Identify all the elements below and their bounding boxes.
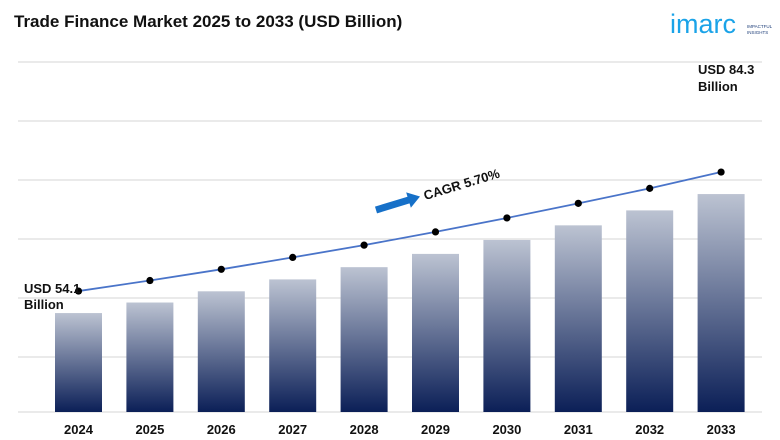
- x-axis-labels: 2024 2025 2026 2027 2028 2029 2030 2031 2032 2033: [64, 422, 736, 437]
- x-tick-label-2028: 2028: [350, 422, 379, 437]
- imarc-logo: imarc IMPACTFUL INSIGHTS: [670, 9, 773, 39]
- cagr-arrow-icon: [374, 192, 420, 214]
- logo-tagline-1: IMPACTFUL: [747, 24, 773, 29]
- logo-wordmark: imarc: [670, 9, 736, 39]
- bar-2024: [55, 313, 102, 412]
- x-tick-label-2032: 2032: [635, 422, 664, 437]
- x-tick-label-2030: 2030: [492, 422, 521, 437]
- trend-point-2029: [431, 228, 440, 236]
- x-tick-label-2033: 2033: [707, 422, 736, 437]
- trend-point-2030: [503, 214, 511, 222]
- trend-point-2027: [289, 253, 297, 261]
- trend-point-2026: [217, 265, 225, 273]
- trend-point-2032: [646, 184, 654, 192]
- x-tick-label-2031: 2031: [564, 422, 593, 437]
- x-tick-label-2029: 2029: [421, 422, 450, 437]
- bars: [55, 194, 745, 412]
- trend-line: [74, 168, 725, 295]
- bar-2025: [126, 302, 174, 412]
- bar-2027: [269, 279, 317, 412]
- bar-2030: [483, 239, 531, 412]
- cagr-label: CAGR 5.70%: [422, 166, 502, 203]
- end-value-label-line1: USD 84.3: [698, 62, 754, 77]
- trend-polyline: [78, 171, 722, 292]
- trend-point-2025: [146, 276, 154, 285]
- bar-2033: [697, 194, 745, 412]
- bar-2026: [197, 291, 245, 412]
- trend-point-2031: [574, 199, 582, 207]
- bar-2028: [340, 267, 388, 412]
- x-tick-label-2027: 2027: [278, 422, 307, 437]
- cagr-annotation: CAGR 5.70%: [374, 166, 502, 214]
- trend-point-2028: [360, 241, 368, 249]
- start-value-label-line2: Billion: [24, 297, 64, 312]
- end-value-label-line2: Billion: [698, 79, 738, 94]
- bar-2031: [554, 225, 602, 412]
- start-value-label-line1: USD 54.1: [24, 281, 80, 296]
- logo-tagline-2: INSIGHTS: [747, 30, 768, 35]
- bar-2032: [626, 210, 674, 412]
- x-tick-label-2026: 2026: [207, 422, 236, 437]
- x-tick-label-2024: 2024: [64, 422, 94, 437]
- trend-point-2024: [74, 287, 83, 295]
- trend-point-2033: [717, 168, 725, 176]
- x-tick-label-2025: 2025: [135, 422, 164, 437]
- chart-title: Trade Finance Market 2025 to 2033 (USD B…: [14, 12, 403, 31]
- bar-2029: [412, 253, 459, 412]
